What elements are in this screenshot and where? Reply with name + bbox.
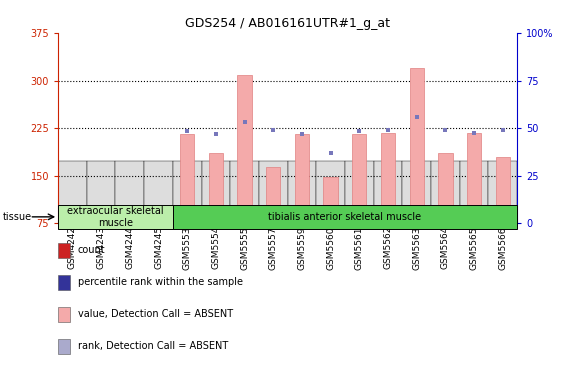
Bar [209, 153, 223, 223]
Bar [467, 132, 481, 223]
Text: value, Detection Call = ABSENT: value, Detection Call = ABSENT [78, 309, 233, 319]
Text: rank, Detection Call = ABSENT: rank, Detection Call = ABSENT [78, 341, 228, 351]
Bar [58, 205, 173, 229]
Bar [202, 161, 230, 223]
Bar [345, 161, 374, 223]
Bar [116, 161, 144, 223]
Bar [403, 161, 431, 223]
Bar [352, 134, 367, 223]
Bar [266, 167, 281, 223]
Bar [381, 132, 395, 223]
Title: GDS254 / AB016161UTR#1_g_at: GDS254 / AB016161UTR#1_g_at [185, 17, 390, 30]
Bar [374, 161, 403, 223]
Text: count: count [78, 245, 106, 255]
Bar [316, 161, 345, 223]
Bar [230, 161, 259, 223]
Bar [180, 134, 195, 223]
Bar [438, 153, 453, 223]
Bar [144, 161, 173, 223]
Bar [58, 243, 70, 258]
Bar [173, 205, 517, 229]
Text: tibialis anterior skeletal muscle: tibialis anterior skeletal muscle [268, 212, 422, 222]
Bar [58, 274, 70, 290]
Bar [496, 157, 510, 223]
Bar [288, 161, 316, 223]
Bar [431, 161, 460, 223]
Bar [460, 161, 489, 223]
Bar [58, 161, 87, 223]
Text: extraocular skeletal
muscle: extraocular skeletal muscle [67, 206, 164, 228]
Bar [87, 161, 116, 223]
Bar [324, 177, 338, 223]
Bar [58, 307, 70, 322]
Bar [259, 161, 288, 223]
Bar [410, 68, 424, 223]
Text: percentile rank within the sample: percentile rank within the sample [78, 277, 243, 287]
Bar [295, 134, 309, 223]
Bar [58, 339, 70, 354]
Bar [489, 161, 517, 223]
Text: tissue: tissue [3, 212, 32, 222]
Bar [173, 161, 202, 223]
Bar [238, 75, 252, 223]
